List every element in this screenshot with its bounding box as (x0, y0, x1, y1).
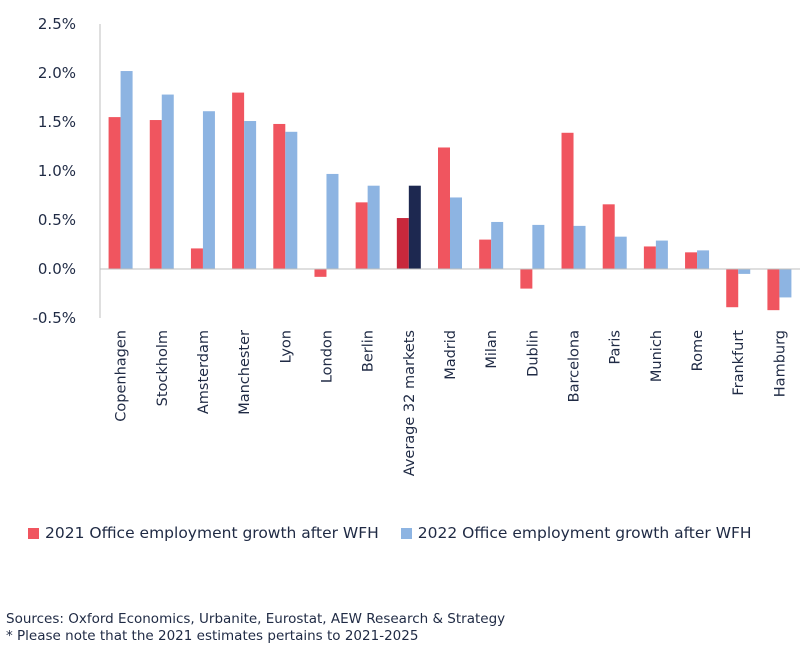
bar-2021-hamburg (767, 269, 780, 311)
bar-2021-stockholm (149, 120, 162, 269)
y-tick-label: 2.0% (38, 64, 76, 82)
x-category-label: Stockholm (155, 330, 171, 406)
x-category-label: Copenhagen (114, 330, 130, 422)
source-notes: Sources: Oxford Economics, Urbanite, Eur… (6, 611, 505, 645)
bar-2022-dublin (532, 224, 545, 269)
bar-2022-copenhagen (120, 71, 133, 269)
bar-2021-lyon (273, 123, 286, 270)
bar-2021-dublin (520, 269, 533, 289)
bar-2022-paris (614, 236, 627, 269)
bar-2021-barcelona (561, 132, 574, 269)
x-category-label: Average 32 markets (402, 330, 418, 476)
bar-2021-rome (685, 252, 698, 269)
bar-2021-manchester (232, 92, 245, 269)
bar-2021-frankfurt (726, 269, 739, 308)
legend-label-2021: 2021 Office employment growth after WFH (45, 524, 379, 542)
bar-2022-stockholm (161, 94, 174, 269)
bar-2022-hamburg (779, 269, 792, 298)
bar-2022-milan (491, 221, 504, 269)
bar-2022-london (326, 173, 339, 269)
x-category-label: Amsterdam (196, 330, 212, 414)
x-category-label: Dublin (525, 330, 541, 377)
y-tick-label: 1.0% (38, 162, 76, 180)
x-category-label: Rome (690, 330, 706, 371)
legend-label-2022: 2022 Office employment growth after WFH (417, 524, 752, 542)
footnote-line: * Please note that the 2021 estimates pe… (6, 628, 419, 644)
bar-2022-munich (655, 240, 668, 269)
bar-2022-barcelona (573, 225, 586, 269)
legend: 2021 Office employment growth after WFH … (28, 524, 774, 542)
bar-2021-paris (602, 204, 615, 269)
bar-2022-average-32-markets (408, 185, 421, 269)
x-category-label: London (319, 330, 335, 383)
y-tick-label: 0.5% (38, 211, 76, 229)
bar-2022-rome (697, 250, 710, 269)
legend-swatch-2022 (400, 527, 412, 539)
bar-2022-frankfurt (738, 269, 751, 274)
bar-2021-berlin (355, 202, 368, 269)
bar-2021-copenhagen (108, 117, 121, 269)
y-tick-label: 1.5% (38, 113, 76, 131)
x-category-label: Milan (484, 330, 500, 369)
x-category-label: Manchester (237, 330, 253, 415)
bar-2021-average-32-markets (396, 218, 409, 269)
y-tick-label: 0.0% (38, 260, 76, 278)
x-category-label: Frankfurt (731, 330, 747, 396)
legend-item-2022: 2022 Office employment growth after WFH (400, 524, 752, 542)
x-category-label: Munich (649, 330, 665, 382)
bar-2021-milan (479, 239, 492, 269)
x-category-label: Barcelona (567, 330, 583, 402)
bar-chart: -0.5% 0.0% 0.5% 1.0% 1.5% 2.0% 2.5% Copenhagen S… (32, 15, 800, 476)
bar-2022-madrid (450, 197, 462, 269)
x-category-label: Lyon (278, 330, 294, 363)
bar-2021-madrid (438, 147, 450, 269)
x-category-label: Paris (608, 330, 624, 365)
sources-line: Sources: Oxford Economics, Urbanite, Eur… (6, 611, 506, 627)
bar-2021-london (314, 269, 327, 277)
y-tick-label: -0.5% (32, 309, 76, 327)
y-tick-label: 2.5% (38, 15, 76, 33)
bar-2021-munich (643, 246, 656, 269)
bar-2021-amsterdam (190, 248, 203, 269)
legend-item-2021: 2021 Office employment growth after WFH (28, 524, 379, 542)
bar-2022-lyon (285, 131, 298, 269)
x-category-label: Madrid (443, 330, 459, 380)
x-category-label: Hamburg (772, 330, 788, 397)
bar-2022-amsterdam (202, 111, 215, 269)
legend-swatch-2021 (28, 527, 39, 539)
x-category-label: Berlin (361, 330, 377, 372)
bar-2022-berlin (367, 185, 380, 269)
bar-2022-manchester (244, 121, 257, 270)
chart: -0.5% 0.0% 0.5% 1.0% 1.5% 2.0% 2.5% Copenhagen S… (32, 15, 800, 476)
